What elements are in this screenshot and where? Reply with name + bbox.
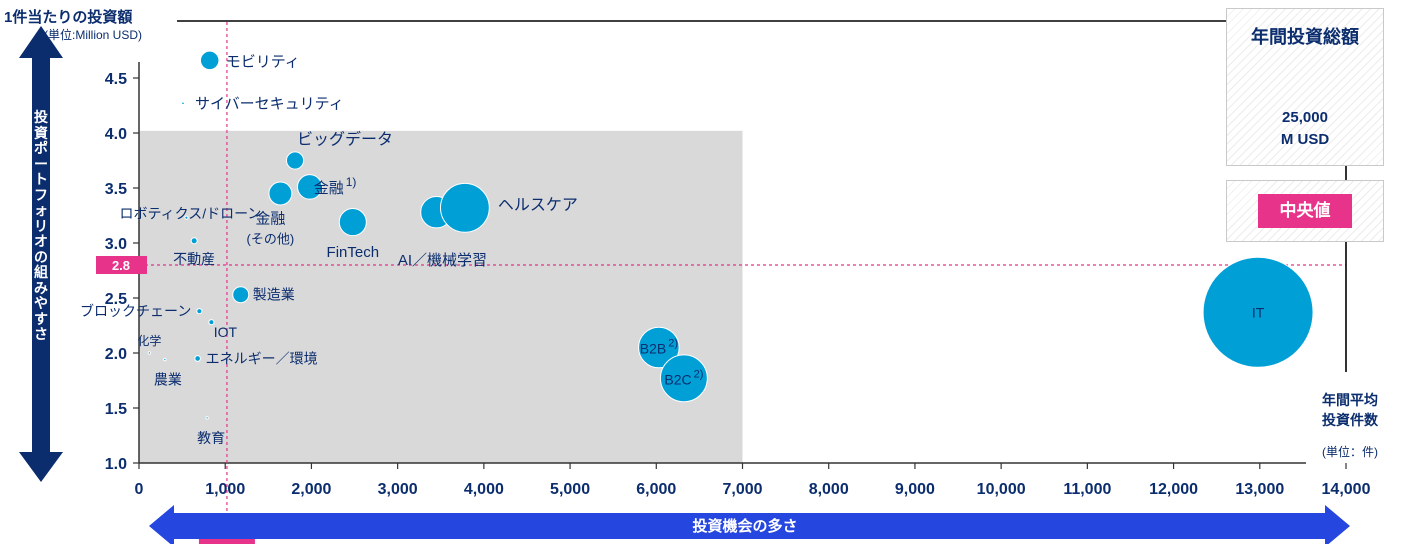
bubble: [439, 182, 490, 233]
bubble: [1202, 256, 1314, 368]
x-axis-arrow: [149, 505, 1350, 547]
bubble: [147, 351, 152, 355]
median-legend: 中央値: [1226, 180, 1384, 242]
x-tick-label: 1,000: [205, 481, 245, 498]
chart-title: 1件当たりの投資額: [4, 9, 133, 26]
bubble: [208, 319, 215, 326]
bubble: [194, 355, 201, 362]
data-label: 金融: [255, 211, 285, 228]
bubble: [181, 101, 185, 106]
data-label: IT: [1252, 304, 1265, 320]
highlight-region: [139, 130, 743, 464]
y-tick-label: 3.5: [105, 181, 127, 198]
x-axis-title-line2: 投資件数: [1322, 412, 1378, 428]
legend-value: 25,000 M USD: [1227, 107, 1383, 151]
x-tick-label: 14,000: [1322, 481, 1371, 498]
x-tick-label: 11,000: [1063, 481, 1111, 498]
bubble: [338, 208, 367, 237]
bubble: [199, 50, 220, 71]
bubble: [268, 181, 293, 206]
data-label: 不動産: [173, 251, 215, 267]
legend-value-unit: M USD: [1280, 131, 1330, 148]
data-label: 農業: [154, 372, 182, 388]
legend-title: 年間投資総額: [1251, 27, 1359, 47]
data-label: IOT: [214, 324, 238, 340]
x-tick-label: 9,000: [895, 481, 935, 498]
x-tick-label: 7,000: [722, 481, 762, 498]
y-tick-label: 4.5: [105, 71, 127, 88]
y-tick-label: 1.0: [105, 456, 127, 473]
size-legend: 年間投資総額 25,000 M USD: [1226, 8, 1384, 166]
bubble: [196, 308, 203, 315]
y-tick-label: 3.0: [105, 236, 127, 253]
data-sublabel: (その他): [247, 232, 295, 247]
x-tick-label: 4,000: [464, 481, 504, 498]
x-axis-unit: (単位：件): [1322, 445, 1378, 459]
x-tick-label: 12,000: [1149, 481, 1198, 498]
bubble: [285, 151, 305, 170]
bubble: [638, 326, 680, 369]
x-tick-label: 6,000: [636, 481, 676, 498]
data-label: サイバーセキュリティ: [195, 95, 344, 112]
y-axis-title: 投資ポートフォリオの組みやすさ: [34, 109, 48, 342]
data-label: エネルギー／環境: [206, 351, 318, 367]
data-label: ヘルスケア: [498, 196, 578, 214]
x-tick-label: 0: [135, 481, 144, 498]
y-axis-arrow: [19, 26, 63, 482]
x-axis-title-line1: 年間平均: [1322, 392, 1378, 408]
data-label: B2B 2): [640, 338, 678, 357]
data-label: ロボティクス/ドローン: [119, 206, 261, 222]
median-y-badge: [96, 256, 147, 274]
y-tick-label: 2.0: [105, 346, 127, 363]
bubble: [190, 237, 198, 245]
x-tick-label: 8,000: [809, 481, 849, 498]
chart-unit: (単位:Million USD): [44, 28, 143, 42]
legend-value-number: 25,000: [1282, 109, 1328, 126]
bubble: [232, 286, 250, 304]
data-label: ブロックチェーン: [80, 303, 191, 319]
data-label: 化学: [137, 333, 161, 348]
bubble: [184, 215, 189, 220]
x-tick-label: 13,000: [1235, 481, 1284, 498]
x-tick-label: 3,000: [378, 481, 418, 498]
x-tick-label: 5,000: [550, 481, 590, 498]
bubble: [205, 416, 209, 420]
data-label: 教育: [197, 430, 225, 446]
data-label: 製造業: [253, 287, 295, 303]
median-badge: 中央値: [1258, 194, 1352, 228]
x-axis-title: 年間平均 投資件数: [1300, 390, 1400, 430]
data-label: ビッグデータ: [297, 130, 393, 149]
x-tick-label: 2,000: [291, 481, 331, 498]
data-label: FinTech: [327, 244, 380, 261]
y-tick-label: 2.5: [105, 291, 127, 308]
data-label: 金融 1): [314, 175, 357, 197]
data-label: B2C 2): [664, 368, 703, 387]
bubble: [163, 357, 167, 362]
bubble: [296, 174, 323, 200]
median-y-value: 2.8: [112, 258, 130, 273]
y-tick-label: 1.5: [105, 401, 127, 418]
bubble: [659, 354, 708, 403]
data-label: AI／機械学習: [398, 252, 487, 269]
x-arrow-label: 投資機会の多さ: [692, 518, 798, 535]
y-tick-label: 4.0: [105, 126, 127, 143]
data-label: モビリティ: [226, 53, 300, 70]
x-tick-label: 10,000: [977, 481, 1026, 498]
